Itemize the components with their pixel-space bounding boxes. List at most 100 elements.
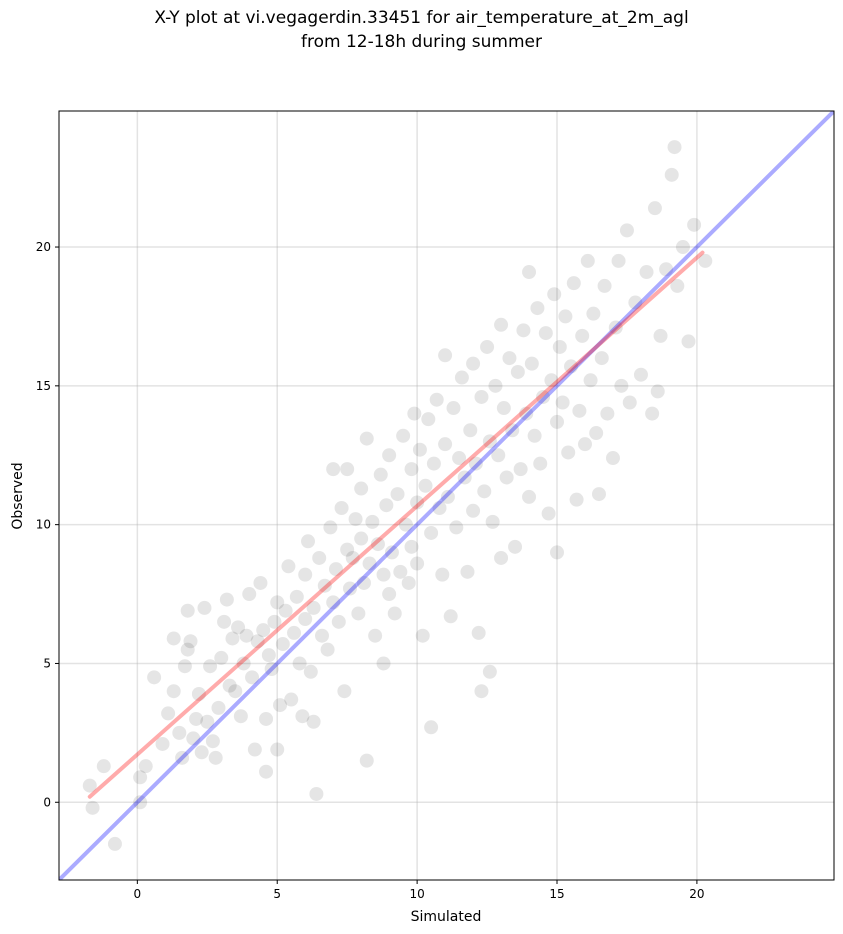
y-tick-label: 5 (43, 656, 51, 670)
scatter-point (687, 217, 702, 232)
scatter-point (675, 240, 690, 255)
scatter-point (203, 659, 218, 674)
x-axis-label: Simulated (411, 909, 482, 925)
scatter-point (577, 437, 592, 452)
scatter-point (566, 276, 581, 291)
scatter-point (306, 714, 321, 729)
scatter-point (499, 470, 514, 485)
scatter-point (586, 306, 601, 321)
scatter-point (172, 725, 187, 740)
fit-lines (59, 111, 834, 880)
scatter-point (407, 406, 422, 421)
scatter-point (600, 406, 615, 421)
scatter-point (466, 356, 481, 371)
scatter-point (303, 664, 318, 679)
scatter-point (594, 351, 609, 366)
scatter-point (569, 492, 584, 507)
scatter-point (359, 431, 374, 446)
scatter-point (247, 742, 262, 757)
scatter-point (477, 484, 492, 499)
scatter-point (373, 467, 388, 482)
scatter-point (572, 403, 587, 418)
scatter-point (522, 265, 537, 280)
scatter-point (510, 364, 525, 379)
scatter-point (519, 406, 534, 421)
scatter-point (340, 462, 355, 477)
scatter-point (133, 795, 148, 810)
scatter-point (513, 462, 528, 477)
scatter-point (351, 606, 366, 621)
y-tick-label: 10 (36, 518, 51, 532)
scatter-point (589, 426, 604, 441)
scatter-point (328, 562, 343, 577)
scatter-point (242, 587, 257, 602)
scatter-point (496, 401, 511, 416)
scatter-point (138, 759, 153, 774)
scatter-point (337, 684, 352, 699)
scatter-point (298, 567, 313, 582)
scatter-point (348, 512, 363, 527)
scatter-point (466, 503, 481, 518)
scatter-point (354, 531, 369, 546)
scatter-point (345, 550, 360, 565)
scatter-point (608, 320, 623, 335)
scatter-point (580, 253, 595, 268)
scatter-point (555, 395, 570, 410)
scatter-point (410, 495, 425, 510)
scatter-point (85, 800, 100, 815)
scatter-point (401, 575, 416, 590)
x-tick-label: 15 (549, 887, 564, 901)
scatter-point (480, 339, 495, 354)
scatter-point (550, 414, 565, 429)
scatter-point (177, 659, 192, 674)
scatter-point (460, 564, 475, 579)
scatter-point (340, 542, 355, 557)
scatter-point (583, 373, 598, 388)
scatter-point (354, 481, 369, 496)
scatter-point (107, 836, 122, 851)
scatter-point (393, 564, 408, 579)
scatter-point (463, 423, 478, 438)
scatter-point (200, 714, 215, 729)
scatter-point (379, 498, 394, 513)
scatter-point (536, 389, 551, 404)
scatter-point (362, 556, 377, 571)
scatter-point (259, 764, 274, 779)
scatter-point (474, 389, 489, 404)
y-axis-label: Observed (10, 462, 26, 529)
scatter-point (180, 642, 195, 657)
scatter-point (544, 373, 559, 388)
scatter-point (547, 287, 562, 302)
scatter-point (429, 392, 444, 407)
scatter-point (301, 534, 316, 549)
regression-line (87, 250, 705, 799)
scatter-point (424, 525, 439, 540)
scatter-point (645, 406, 660, 421)
scatter-point (516, 323, 531, 338)
scatter-point (186, 731, 201, 746)
scatter-point (524, 356, 539, 371)
y-axis-ticks: 0 5 10 15 20 (36, 240, 59, 809)
scatter-point (309, 786, 324, 801)
identity-line (59, 111, 834, 880)
scatter-point (96, 759, 111, 774)
scatter-point (222, 678, 237, 693)
scatter-point (619, 223, 634, 238)
scatter-point (211, 700, 226, 715)
scatter-point (292, 656, 307, 671)
scatter-point (664, 167, 679, 182)
scatter-point (538, 326, 553, 341)
scatter-point (295, 709, 310, 724)
scatter-point (396, 428, 411, 443)
x-tick-label: 20 (689, 887, 704, 901)
scatter-point (435, 567, 450, 582)
scatter-point (482, 434, 497, 449)
scatter-point (284, 692, 299, 707)
scatter-point (155, 736, 170, 751)
scatter-point (650, 384, 665, 399)
scatter-point (334, 500, 349, 515)
scatter-point (356, 575, 371, 590)
scatter-point (166, 631, 181, 646)
scatter-point (365, 514, 380, 529)
scatter-point (231, 620, 246, 635)
